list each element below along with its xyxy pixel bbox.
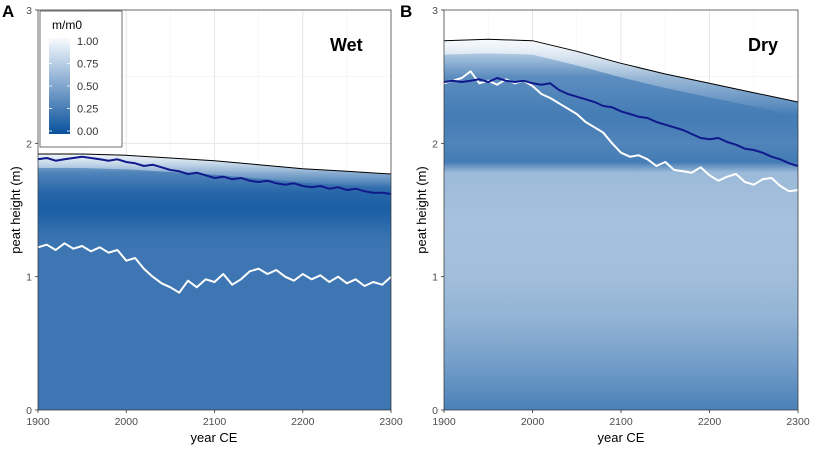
y-tick-label: 0 [26,405,32,417]
legend-color-bar [49,38,70,134]
panel-a-wet: A 1900 2000 2100 2200 2300 0 1 2 3 year CE peat… [2,2,403,445]
x-tick-label: 2300 [379,416,403,428]
series-line-white-line [443,70,799,193]
legend-label: 0.25 [77,104,98,116]
panel-a-y-axis-title: peat height (m) [8,166,23,253]
x-tick-label: 2200 [698,416,722,428]
panel-b-title: Dry [748,35,778,55]
y-tick-label: 3 [432,5,438,17]
panel-b-x-ticks: 1900 2000 2100 2200 2300 [432,410,810,428]
panel-b-x-axis-title: year CE [598,430,645,445]
mm0-fill-area [444,39,798,410]
x-tick-label: 2000 [115,416,139,428]
x-tick-label: 2000 [521,416,545,428]
series-line-white-line [37,242,392,294]
panel-a-x-axis-title: year CE [191,430,238,445]
y-tick-label: 0 [432,405,438,417]
panel-letter-a: A [2,2,14,21]
y-tick-label: 3 [26,5,32,17]
legend-labels: 1.00 0.75 0.50 0.25 0.00 [49,36,98,138]
y-tick-label: 2 [26,138,32,150]
legend-label: 1.00 [77,36,98,48]
x-tick-label: 2100 [609,416,633,428]
surface-fade [444,39,798,117]
panel-a-y-ticks: 0 1 2 3 [26,5,38,417]
series-line-peat-surface [38,153,392,175]
x-tick-label: 1900 [26,416,50,428]
legend-title: m/m0 [52,18,82,32]
panel-b-mm0-fill [444,39,798,410]
panel-b-y-axis-title: peat height (m) [414,166,429,253]
x-tick-label: 2200 [291,416,315,428]
series-line-dark-line [37,155,392,195]
panel-letter-b: B [400,2,412,21]
x-tick-label: 2300 [786,416,810,428]
panel-b-series [443,38,799,193]
y-tick-label: 1 [26,272,32,284]
series-line-dark-line [443,77,799,167]
x-tick-label: 1900 [432,416,456,428]
legend: m/m0 1.00 0.75 0.50 0.25 0.00 [39,10,123,148]
legend-label: 0.00 [77,126,98,138]
legend-label: 0.75 [77,59,98,71]
x-tick-label: 2100 [203,416,227,428]
legend-label: 0.50 [77,81,98,93]
panel-a-x-ticks: 1900 2000 2100 2200 2300 [26,410,403,428]
panel-b-dry: B 1900 2000 2100 2200 2300 0 1 2 3 year CE peat… [400,2,810,445]
panel-a-series [37,153,392,294]
panel-b-y-ticks: 0 1 2 3 [432,5,444,417]
y-tick-label: 1 [432,272,438,284]
series-line-peat-surface [443,38,799,103]
y-tick-label: 2 [432,138,438,150]
panel-a-title: Wet [330,35,363,55]
